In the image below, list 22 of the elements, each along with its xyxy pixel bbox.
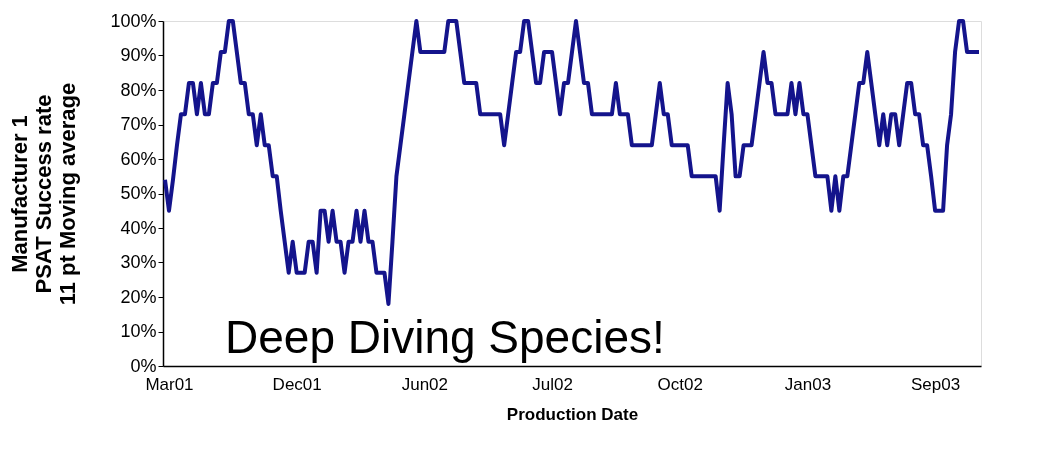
y-tick-label: 100% (110, 10, 157, 31)
y-axis-title: Manufacturer 1 PSAT Success rate 11 pt Moving average (7, 82, 81, 306)
line-series (163, 19, 982, 306)
y-tick-label: 70% (120, 114, 157, 134)
y-tick-label: 20% (120, 286, 157, 307)
annotation: Deep Diving Species! (225, 311, 665, 363)
y-tick-label: 30% (120, 252, 157, 272)
x-tick-label: Mar01 (145, 374, 194, 394)
y-tick-label: 80% (120, 79, 157, 100)
x-axis-title: Production Date (506, 404, 639, 424)
x-tick-label: Sep03 (911, 374, 961, 394)
x-tick-label: Oct02 (657, 374, 703, 394)
y-tick-label: 0% (130, 355, 157, 376)
x-tick-label: Jun02 (401, 374, 449, 394)
x-tick-label: Dec01 (272, 374, 322, 394)
y-tick-label: 50% (120, 183, 157, 203)
x-tick-label: Jul02 (532, 374, 573, 394)
y-tick-label: 10% (120, 321, 157, 341)
y-tick-label: 40% (120, 217, 157, 238)
x-tick-label: Jan03 (784, 374, 832, 394)
y-tick-label: 60% (120, 148, 157, 169)
y-tick-label: 90% (120, 45, 157, 65)
